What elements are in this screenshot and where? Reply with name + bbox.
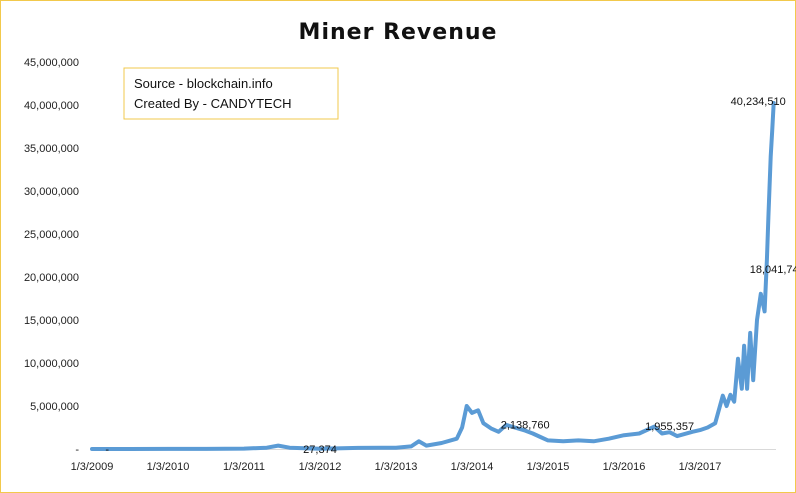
data-label: 40,234,510 [731, 96, 786, 108]
y-tick-label: 30,000,000 [24, 186, 79, 198]
y-tick-label: 40,000,000 [24, 100, 79, 112]
chart-title: Miner Revenue [299, 20, 498, 45]
y-tick-label: 25,000,000 [24, 229, 79, 241]
x-axis-tick-labels: 1/3/2009 1/3/2010 1/3/2011 1/3/2012 1/3/2013… [71, 461, 722, 473]
data-label: 27,374 [303, 444, 337, 456]
series-line [90, 101, 776, 451]
x-tick-label: 1/3/2015 [527, 461, 570, 473]
x-tick-label: 1/3/2012 [299, 461, 342, 473]
x-tick-label: 1/3/2011 [223, 461, 265, 473]
y-tick-label: - [75, 444, 79, 456]
data-label: - [105, 444, 109, 456]
x-tick-label: 1/3/2009 [71, 461, 114, 473]
source-annotation-box [123, 67, 339, 120]
x-tick-label: 1/3/2010 [147, 461, 190, 473]
y-tick-label: 20,000,000 [24, 272, 79, 284]
data-labels: - 27,374 2,138,760 1,955,357 18,041,748 40,23… [105, 96, 796, 456]
x-tick-label: 1/3/2014 [451, 461, 494, 473]
y-tick-label: 45,000,000 [24, 57, 79, 69]
x-tick-label: 1/3/2017 [679, 461, 722, 473]
y-tick-label: 15,000,000 [24, 315, 79, 327]
y-tick-label: 5,000,000 [30, 401, 79, 413]
series-group [90, 101, 776, 451]
x-tick-label: 1/3/2013 [375, 461, 418, 473]
source-line: Source - blockchain.info [134, 76, 273, 91]
source-annotation: Source - blockchain.info Created By - CA… [123, 67, 339, 120]
created-by-line: Created By - CANDYTECH [134, 96, 291, 111]
data-label: 2,138,760 [501, 420, 550, 432]
x-tick-label: 1/3/2016 [603, 461, 646, 473]
data-label: 1,955,357 [645, 421, 694, 433]
y-tick-label: 10,000,000 [24, 358, 79, 370]
y-tick-label: 35,000,000 [24, 143, 79, 155]
y-axis-tick-labels: - 5,000,000 10,000,000 15,000,000 20,000,000… [24, 57, 79, 456]
data-label: 18,041,748 [750, 264, 796, 276]
